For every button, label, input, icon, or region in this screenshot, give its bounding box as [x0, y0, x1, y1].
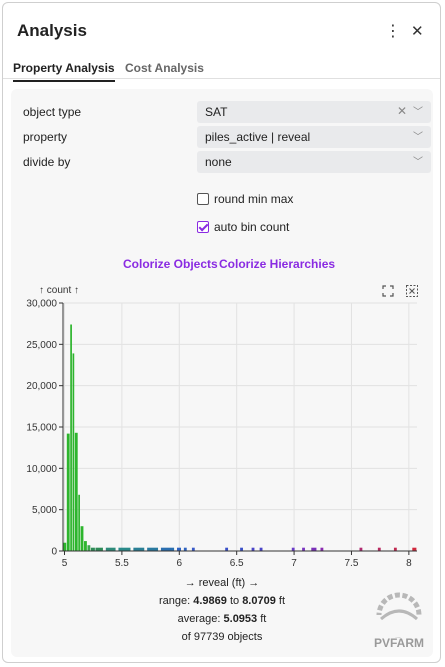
pvfarm-logo: PVFARM	[371, 592, 427, 650]
property-label: property	[23, 130, 68, 144]
histogram-bar[interactable]	[393, 547, 397, 551]
analysis-panel: Analysis ⋮ ✕ Property Analysis Cost Anal…	[2, 2, 441, 663]
histogram-bar[interactable]	[160, 547, 175, 551]
histogram-bar[interactable]	[90, 547, 95, 551]
average-prefix: average:	[177, 613, 221, 625]
histogram-bar[interactable]	[80, 526, 84, 551]
box-select-icon[interactable]	[405, 284, 419, 298]
chevron-down-icon[interactable]: ﹀	[413, 107, 423, 118]
histogram-bar[interactable]	[320, 547, 324, 551]
histogram-bar[interactable]	[302, 547, 305, 551]
range-max: 8.0709	[242, 595, 276, 607]
close-icon[interactable]: ✕	[411, 23, 424, 40]
divide-by-value: none	[205, 155, 232, 169]
histogram-bar[interactable]	[118, 547, 131, 551]
reset-zoom-icon[interactable]	[381, 284, 395, 298]
histogram-chart[interactable]: ↑ count ↑ 0 5,000 10,000 15,000 20,000 25,000 3…	[11, 279, 433, 579]
histogram-bar[interactable]	[183, 547, 187, 551]
x-tick-label: 7.5	[345, 558, 359, 569]
histogram-bar[interactable]	[105, 547, 116, 551]
average-unit: ft	[260, 613, 267, 625]
histogram-bar[interactable]	[259, 547, 263, 551]
histogram-bar[interactable]	[377, 547, 381, 551]
logo-text: PVFARM	[374, 636, 424, 650]
range-prefix: range:	[158, 595, 191, 607]
x-tick-label: 7	[291, 558, 297, 569]
histogram-bar[interactable]	[72, 353, 75, 551]
histogram-bar[interactable]	[74, 432, 78, 551]
property-row: property piles_active | reveal ﹀	[11, 126, 433, 148]
histogram-bar[interactable]	[63, 542, 67, 551]
histogram-bar[interactable]	[87, 545, 91, 551]
range-text: range: 4.9869 to 8.0709 ft	[11, 595, 433, 607]
y-axis-label: ↑ count ↑	[39, 285, 79, 296]
y-tick-label: 25,000	[26, 340, 57, 351]
histogram-bar[interactable]	[84, 541, 87, 551]
chevron-down-icon[interactable]: ﹀	[413, 132, 423, 143]
average-value: 5.0953	[223, 613, 258, 625]
round-min-max-checkbox[interactable]	[197, 193, 209, 205]
histogram-bar[interactable]	[225, 547, 229, 551]
x-tick-label: 6.5	[230, 558, 244, 569]
histogram-bar[interactable]	[147, 547, 159, 551]
tab-cost-analysis[interactable]: Cost Analysis	[125, 61, 204, 75]
clear-icon[interactable]: ✕	[396, 104, 407, 118]
histogram-bar[interactable]	[240, 547, 243, 551]
auto-bin-count-label: auto bin count	[214, 220, 290, 234]
auto-bin-count-checkbox[interactable]	[197, 221, 209, 233]
range-min: 4.9869	[193, 595, 227, 607]
y-tick-label: 0	[51, 547, 57, 558]
range-unit: ft	[278, 595, 286, 607]
x-tick-label: 8	[406, 558, 412, 569]
tab-bar: Property Analysis Cost Analysis	[3, 53, 440, 82]
chevron-down-icon[interactable]: ﹀	[413, 157, 423, 168]
y-tick-label: 5,000	[32, 505, 57, 516]
property-analysis-content: object type SAT ✕ ﹀ property piles_activ…	[11, 89, 433, 657]
object-type-row: object type SAT ✕ ﹀	[11, 101, 433, 123]
histogram-bar[interactable]	[66, 433, 70, 551]
property-value: piles_active | reveal	[205, 130, 311, 144]
tab-property-analysis[interactable]: Property Analysis	[13, 61, 115, 82]
x-axis-label: → reveal (ft) →	[184, 577, 260, 589]
more-options-icon[interactable]: ⋮	[385, 23, 401, 40]
divide-by-label: divide by	[23, 155, 71, 169]
colorize-objects-button[interactable]: Colorize Objects	[123, 257, 218, 271]
histogram-bar[interactable]	[359, 547, 363, 551]
histogram-bar[interactable]	[191, 547, 195, 551]
histogram-bar[interactable]	[412, 547, 417, 551]
round-min-max-label: round min max	[214, 192, 294, 206]
histogram-bar[interactable]	[78, 494, 80, 551]
histogram-bar[interactable]	[251, 547, 255, 551]
object-type-label: object type	[23, 105, 82, 119]
x-tick-label: 5.5	[115, 558, 129, 569]
histogram-bar[interactable]	[133, 547, 145, 551]
histogram-bar[interactable]	[70, 324, 72, 551]
x-tick-label: 6	[177, 558, 183, 569]
range-to: to	[229, 595, 240, 607]
panel-header: Analysis ⋮ ✕	[3, 3, 440, 49]
y-tick-label: 30,000	[26, 299, 57, 310]
panel-title: Analysis	[17, 21, 87, 40]
object-type-value: SAT	[205, 105, 228, 119]
y-tick-label: 20,000	[26, 381, 57, 392]
y-tick-label: 15,000	[26, 423, 57, 434]
histogram-bar[interactable]	[176, 547, 181, 551]
object-type-select[interactable]: SAT ✕ ﹀	[197, 101, 431, 123]
divide-by-select[interactable]: none ﹀	[197, 151, 431, 173]
histogram-bar[interactable]	[311, 547, 317, 551]
object-count-text: of 97739 objects	[181, 631, 263, 643]
divide-by-row: divide by none ﹀	[11, 151, 433, 173]
average-text: average: 5.0953 ft	[11, 613, 433, 625]
histogram-bar[interactable]	[95, 547, 103, 551]
histogram-bar[interactable]	[291, 547, 295, 551]
colorize-hierarchies-button[interactable]: Colorize Hierarchies	[219, 257, 336, 271]
property-select[interactable]: piles_active | reveal ﹀	[197, 126, 431, 148]
y-tick-label: 10,000	[26, 464, 57, 475]
x-tick-label: 5	[62, 558, 68, 569]
